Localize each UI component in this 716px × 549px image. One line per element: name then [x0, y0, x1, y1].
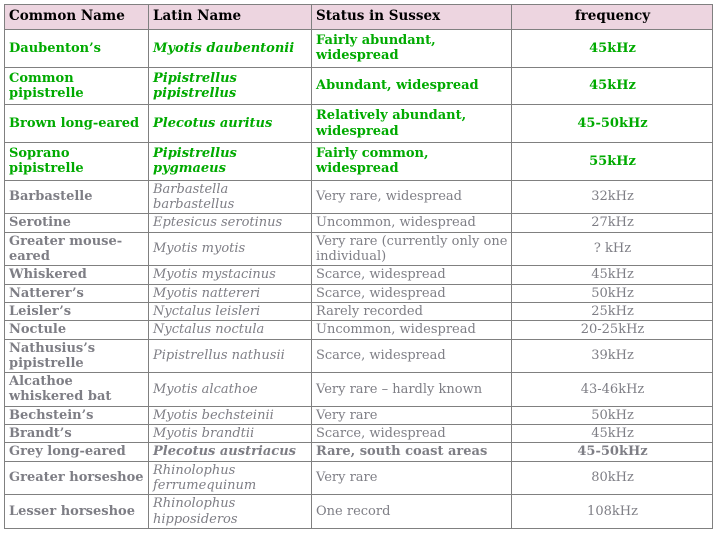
cell-frequency: 55kHz: [511, 141, 713, 181]
table-row: Soprano pipistrelle Pipistrellus pygmaeus…: [4, 141, 713, 181]
cell-frequency: 32kHz: [511, 179, 713, 215]
table-row: Barbastelle Barbastella barbastellus Very …: [4, 179, 713, 215]
bat-species-table: Common Name Latin Name Status in Sussex …: [4, 4, 713, 530]
cell-latin-name: Rhinolophus ferrumequinum: [148, 460, 312, 496]
cell-latin-name: Pipistrellus nathusii: [148, 338, 312, 374]
cell-latin-name: Barbastella barbastellus: [148, 179, 312, 215]
cell-latin-name: Myotis brandtii: [148, 424, 312, 444]
cell-latin-name: Pipistrellus pipistrellus: [148, 66, 312, 106]
table-row: Noctule Nyctalus noctula Uncommon, widespr…: [4, 320, 713, 340]
cell-status: Very rare, widespread: [311, 179, 512, 215]
cell-status: Very rare: [311, 405, 512, 426]
cell-status: Very rare – hardly known: [311, 372, 512, 407]
cell-latin-name: Eptesicus serotinus: [148, 213, 312, 233]
cell-status: Scarce, widespread: [311, 424, 512, 444]
cell-common-name: Daubenton’s: [4, 28, 149, 68]
cell-common-name: Brown long-eared: [4, 104, 149, 143]
table-row: Whiskered Myotis mystacinus Scarce, widesp…: [4, 265, 713, 285]
cell-status: Scarce, widespread: [311, 338, 512, 374]
cell-latin-name: Myotis myotis: [148, 231, 312, 267]
cell-common-name: Brandt’s: [4, 424, 149, 444]
table-row: Leisler’s Nyctalus leisleri Rarely recorde…: [4, 301, 713, 322]
cell-status: Fairly abundant, widespread: [311, 28, 512, 68]
cell-frequency: 50kHz: [511, 405, 713, 426]
table-row: Brandt’s Myotis brandtii Scarce, widesprea…: [4, 424, 713, 444]
cell-frequency: 50kHz: [511, 283, 713, 303]
table-row: Greater mouse-eared Myotis myotis Very rar…: [4, 231, 713, 267]
cell-common-name: Natterer’s: [4, 283, 149, 303]
cell-frequency: 108kHz: [511, 494, 713, 530]
cell-status: Scarce, widespread: [311, 265, 512, 285]
cell-status: Rarely recorded: [311, 301, 512, 322]
cell-latin-name: Rhinolophus hipposideros: [148, 494, 312, 530]
cell-frequency: 45kHz: [511, 66, 713, 106]
cell-common-name: Bechstein’s: [4, 405, 149, 426]
cell-common-name: Barbastelle: [4, 179, 149, 215]
cell-common-name: Lesser horseshoe: [4, 494, 149, 530]
table-row: Natterer’s Myotis nattereri Scarce, widesp…: [4, 283, 713, 303]
cell-status: Relatively abundant, widespread: [311, 104, 512, 143]
cell-latin-name: Myotis nattereri: [148, 283, 312, 303]
table-row: Brown long-eared Plecotus auritus Relative…: [4, 104, 713, 143]
cell-common-name: Leisler’s: [4, 301, 149, 322]
cell-latin-name: Nyctalus noctula: [148, 320, 312, 340]
cell-status: Abundant, widespread: [311, 66, 512, 106]
cell-status: Rare, south coast areas: [311, 442, 512, 462]
cell-common-name: Serotine: [4, 213, 149, 233]
table-row: Alcathoe whiskered bat Myotis alcathoe Ver…: [4, 372, 713, 407]
cell-frequency: 45-50kHz: [511, 442, 713, 462]
cell-frequency: 27kHz: [511, 213, 713, 233]
cell-latin-name: Plecotus austriacus: [148, 442, 312, 462]
cell-status: Very rare: [311, 460, 512, 496]
cell-frequency: 45-50kHz: [511, 104, 713, 143]
cell-latin-name: Myotis alcathoe: [148, 372, 312, 407]
cell-latin-name: Myotis mystacinus: [148, 265, 312, 285]
cell-status: Scarce, widespread: [311, 283, 512, 303]
cell-status: Very rare (currently only one individual…: [311, 231, 512, 267]
cell-status: Fairly common, widespread: [311, 141, 512, 181]
cell-status: Uncommon, widespread: [311, 213, 512, 233]
col-header-latin-name: Latin Name: [148, 4, 312, 30]
col-header-status-in-sussex: Status in Sussex: [311, 4, 512, 30]
table-row: Grey long-eared Plecotus austriacus Rare, …: [4, 442, 713, 462]
table-row: Lesser horseshoe Rhinolophus hipposideros…: [4, 494, 713, 530]
cell-frequency: 45kHz: [511, 28, 713, 68]
table-row: Daubenton’s Myotis daubentonii Fairly abun…: [4, 28, 713, 68]
table-row: Common pipistrelle Pipistrellus pipistrel…: [4, 66, 713, 106]
cell-frequency: ? kHz: [511, 231, 713, 267]
col-header-frequency: frequency: [511, 4, 713, 30]
cell-common-name: Soprano pipistrelle: [4, 141, 149, 181]
table-body: Daubenton’s Myotis daubentonii Fairly abun…: [4, 28, 713, 530]
cell-common-name: Noctule: [4, 320, 149, 340]
cell-common-name: Greater mouse-eared: [4, 231, 149, 267]
cell-common-name: Greater horseshoe: [4, 460, 149, 496]
table-row: Serotine Eptesicus serotinus Uncommon, wid…: [4, 213, 713, 233]
table-row: Greater horseshoe Rhinolophus ferrumequin…: [4, 460, 713, 496]
cell-common-name: Alcathoe whiskered bat: [4, 372, 149, 407]
cell-common-name: Common pipistrelle: [4, 66, 149, 106]
cell-frequency: 45kHz: [511, 424, 713, 444]
cell-latin-name: Myotis bechsteinii: [148, 405, 312, 426]
cell-latin-name: Plecotus auritus: [148, 104, 312, 143]
cell-frequency: 25kHz: [511, 301, 713, 322]
cell-common-name: Whiskered: [4, 265, 149, 285]
cell-latin-name: Myotis daubentonii: [148, 28, 312, 68]
cell-common-name: Grey long-eared: [4, 442, 149, 462]
table-row: Bechstein’s Myotis bechsteinii Very rare 50…: [4, 405, 713, 426]
cell-frequency: 43-46kHz: [511, 372, 713, 407]
cell-frequency: 39kHz: [511, 338, 713, 374]
table-row: Nathusius’s pipistrelle Pipistrellus nath…: [4, 338, 713, 374]
cell-status: Uncommon, widespread: [311, 320, 512, 340]
cell-status: One record: [311, 494, 512, 530]
cell-frequency: 45kHz: [511, 265, 713, 285]
cell-latin-name: Pipistrellus pygmaeus: [148, 141, 312, 181]
cell-frequency: 80kHz: [511, 460, 713, 496]
header-row: Common Name Latin Name Status in Sussex …: [4, 4, 713, 30]
cell-frequency: 20-25kHz: [511, 320, 713, 340]
cell-common-name: Nathusius’s pipistrelle: [4, 338, 149, 374]
col-header-common-name: Common Name: [4, 4, 149, 30]
cell-latin-name: Nyctalus leisleri: [148, 301, 312, 322]
